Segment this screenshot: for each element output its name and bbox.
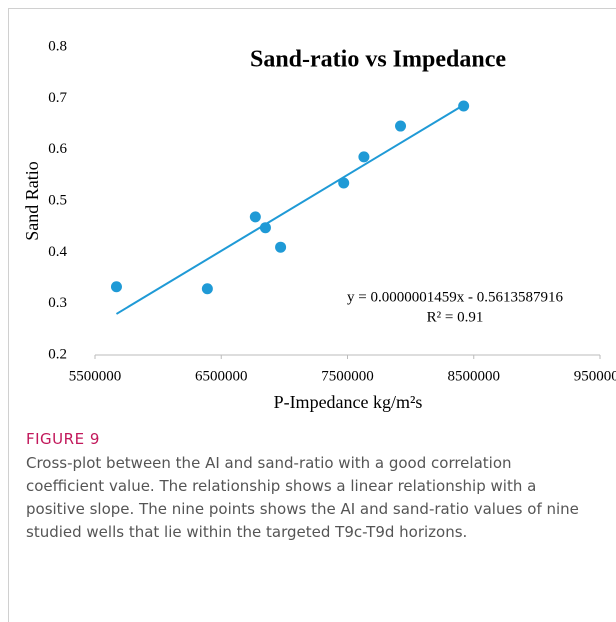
data-point xyxy=(458,100,470,112)
x-tick-label: 8500000 xyxy=(448,368,501,384)
data-point xyxy=(110,281,122,293)
data-point xyxy=(358,151,370,163)
data-point xyxy=(338,177,350,189)
y-tick-label: 0.5 xyxy=(48,192,67,208)
caption-text: Cross-plot between the AI and sand-ratio… xyxy=(26,454,579,541)
x-tick-label: 6500000 xyxy=(195,368,248,384)
trendline xyxy=(115,104,465,315)
y-tick-label: 0.8 xyxy=(48,38,67,54)
x-tick-label: 7500000 xyxy=(321,368,374,384)
x-tick-label: 9500000 xyxy=(574,368,616,384)
trend-r2: R² = 0.91 xyxy=(427,309,484,325)
data-point xyxy=(259,222,271,234)
y-tick-label: 0.6 xyxy=(48,141,67,157)
y-tick-label: 0.2 xyxy=(48,346,67,362)
trend-equation: y = 0.0000001459x - 0.5613587916 xyxy=(347,289,563,305)
figure-frame xyxy=(8,8,616,622)
y-tick-label: 0.7 xyxy=(48,90,67,106)
data-point xyxy=(395,120,407,132)
data-point xyxy=(275,241,287,253)
y-tick-label: 0.4 xyxy=(48,244,67,260)
y-tick-label: 0.3 xyxy=(48,295,67,311)
chart-title: Sand-ratio vs Impedance xyxy=(250,47,506,73)
x-tick-label: 5500000 xyxy=(69,368,122,384)
x-axis-label: P-Impedance kg/m²s xyxy=(274,392,423,412)
data-point xyxy=(201,283,213,295)
data-point xyxy=(249,211,261,223)
y-axis-label: Sand Ratio xyxy=(22,161,42,241)
chart: Sand-ratio vs Impedance Sand Ratio P-Imp… xyxy=(22,38,616,412)
caption-label: FIGURE 9 xyxy=(26,430,100,448)
